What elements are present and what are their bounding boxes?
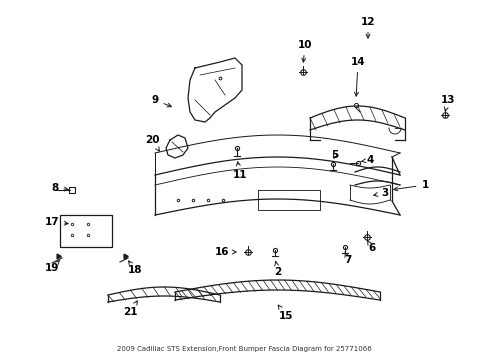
Text: 15: 15 xyxy=(278,305,293,321)
Text: 4: 4 xyxy=(360,155,373,165)
Text: 21: 21 xyxy=(122,301,137,317)
Text: 3: 3 xyxy=(373,188,388,198)
Text: 18: 18 xyxy=(127,261,142,275)
Text: 7: 7 xyxy=(344,252,351,265)
Text: 9: 9 xyxy=(151,95,171,107)
Text: 20: 20 xyxy=(144,135,159,151)
Bar xyxy=(60,215,112,247)
Text: 8: 8 xyxy=(51,183,68,193)
Text: 13: 13 xyxy=(440,95,454,111)
Text: 16: 16 xyxy=(214,247,236,257)
Text: 1: 1 xyxy=(393,180,428,191)
Text: 14: 14 xyxy=(350,57,365,96)
Text: 6: 6 xyxy=(366,240,375,253)
Text: 5: 5 xyxy=(331,150,338,160)
Text: 17: 17 xyxy=(44,217,68,227)
Text: 12: 12 xyxy=(360,17,374,38)
Text: 2009 Cadillac STS Extension,Front Bumper Fascia Diagram for 25771066: 2009 Cadillac STS Extension,Front Bumper… xyxy=(117,346,371,352)
Text: 2: 2 xyxy=(274,261,281,277)
Text: 19: 19 xyxy=(45,260,60,273)
Text: 11: 11 xyxy=(232,162,247,180)
Text: 10: 10 xyxy=(297,40,312,62)
